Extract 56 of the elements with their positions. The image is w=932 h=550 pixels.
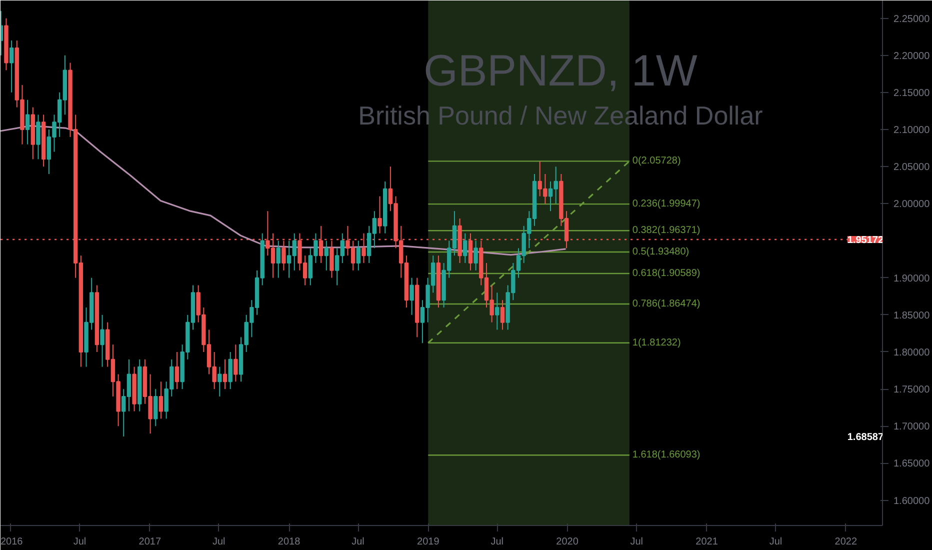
candlestick [174,351,180,390]
y-tick-label: 1.65000 [894,458,930,470]
x-tick-label: 2021 [696,536,718,548]
candlestick [356,240,361,271]
candlestick [9,40,14,93]
x-tick-label: Jul [73,536,86,548]
x-tick-label: 2018 [278,536,301,548]
candlestick [378,196,382,234]
text: British Pound / New Zealand Dollar [358,100,764,130]
candlestick [218,366,222,397]
candlestick [474,240,478,271]
candlestick [276,240,280,278]
ref-line-label: 0.5(1.93480) [632,246,690,258]
x-tick-label: Jul [212,536,226,548]
candlestick [463,232,468,264]
y-tick-label: 1.60000 [894,496,930,507]
ref-line-label: 0.236(1.99947) [632,198,700,210]
candlestick [100,314,104,368]
ref-line-label: 0(2.05728) [632,156,681,167]
y-tick-label: 1.85000 [894,310,930,322]
x-tick-label: 2020 [556,536,579,548]
x-tick-label: 2019 [417,536,440,548]
y-tick-label: 2.00000 [894,199,930,210]
y-tick-label: 1.75000 [894,384,930,396]
y-tick-label: 1.90000 [894,273,930,284]
text: GBPNZD, 1W [424,46,698,96]
x-tick-label: Jul [352,536,364,548]
candlestick [500,300,505,330]
ref-line-label: 0.786(1.86474) [632,298,700,310]
y-tick-label: 2.20000 [894,50,930,62]
y-tick-label: 2.15000 [894,88,930,99]
y-tick-label: 1.70000 [894,422,930,433]
candlestick [495,292,500,330]
x-tick-label: Jul [769,536,782,548]
candlestick [158,381,164,420]
candlestick [25,99,30,145]
candlestick [228,351,232,390]
y-tick-label: 2.05000 [894,162,930,174]
ref-line-label: 0.382(1.96371) [632,225,700,236]
x-tick-label: Jul [630,536,644,548]
ref-line-label: 1(1.81232) [632,337,681,348]
x-tick-label: Jul [490,536,504,548]
ref-line-label: 0.618(1.90589) [632,268,700,279]
x-tick-label: 2016 [0,536,24,548]
candlestick [222,358,228,390]
x-tick-label: 2022 [834,536,858,548]
x-tick-label: 2017 [138,536,162,548]
candlestick [154,388,158,427]
y-tick-label: 1.80000 [894,347,930,358]
candlestick [324,240,328,271]
y-tick-label: 2.10000 [894,125,930,136]
ref-line-label: 1.618(1.66093) [632,450,700,461]
candlestick [234,344,238,382]
candlestick [36,114,40,160]
candlestick [410,277,414,316]
y-tick-label: 2.25000 [894,14,930,25]
